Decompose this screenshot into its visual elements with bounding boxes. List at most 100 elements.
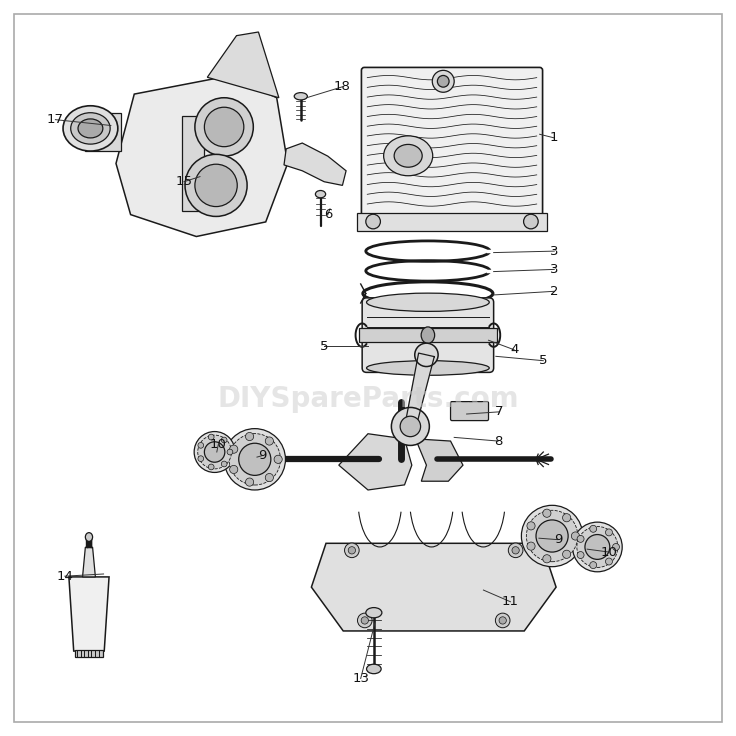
Polygon shape [82,548,96,577]
Circle shape [562,551,570,559]
Ellipse shape [63,106,118,151]
Text: 3: 3 [550,263,559,276]
Ellipse shape [367,664,381,673]
Circle shape [542,555,551,563]
Circle shape [205,442,224,462]
FancyBboxPatch shape [361,68,542,216]
Bar [75,650,103,657]
Text: 9: 9 [258,449,266,462]
Circle shape [238,443,271,475]
Circle shape [227,449,233,455]
Text: 2: 2 [550,285,559,298]
Circle shape [590,526,597,532]
Circle shape [274,455,282,464]
Circle shape [348,547,355,554]
Polygon shape [339,434,412,490]
Circle shape [400,417,420,436]
Circle shape [366,214,381,229]
Circle shape [577,535,584,542]
Circle shape [527,542,535,551]
Ellipse shape [366,608,382,618]
Circle shape [194,431,235,473]
Ellipse shape [294,93,308,100]
Circle shape [585,534,610,559]
Circle shape [612,543,620,551]
Ellipse shape [367,361,489,375]
Circle shape [542,509,551,517]
Circle shape [521,506,583,567]
Circle shape [198,456,204,461]
Ellipse shape [421,327,435,344]
FancyBboxPatch shape [362,298,494,372]
Circle shape [526,510,578,562]
Circle shape [358,613,372,628]
Circle shape [577,526,618,567]
Text: 7: 7 [495,406,503,418]
Polygon shape [357,213,547,231]
FancyBboxPatch shape [450,402,489,420]
Ellipse shape [432,71,454,92]
Polygon shape [405,353,434,428]
Text: 10: 10 [210,438,227,451]
Bar [359,328,497,342]
Text: 18: 18 [334,80,351,93]
Ellipse shape [394,144,422,167]
Text: 15: 15 [175,175,192,188]
Ellipse shape [195,98,253,156]
Circle shape [344,543,359,558]
Circle shape [577,551,584,559]
Text: 17: 17 [47,113,64,126]
Text: 5: 5 [320,339,328,353]
Bar [182,116,204,211]
Ellipse shape [71,113,110,144]
Circle shape [224,428,286,490]
Ellipse shape [367,293,489,311]
Circle shape [606,529,612,536]
Text: 14: 14 [57,570,74,583]
Ellipse shape [383,136,433,176]
Circle shape [509,543,523,558]
Ellipse shape [78,119,103,138]
Circle shape [562,514,570,522]
Text: 10: 10 [601,545,618,559]
Text: 6: 6 [324,208,332,221]
Ellipse shape [85,533,93,542]
Polygon shape [208,32,279,98]
Text: 5: 5 [539,354,548,367]
Polygon shape [311,543,556,631]
Text: 8: 8 [494,434,502,447]
Ellipse shape [205,107,244,146]
Polygon shape [416,439,463,481]
Text: 4: 4 [510,343,518,356]
Bar [85,113,121,151]
Circle shape [512,547,520,554]
Circle shape [527,522,535,530]
Circle shape [573,522,622,572]
Circle shape [208,434,214,440]
Circle shape [536,520,568,552]
Circle shape [208,464,214,470]
Ellipse shape [185,155,247,216]
Circle shape [590,562,597,569]
Circle shape [523,214,538,229]
Circle shape [198,442,204,448]
Text: 9: 9 [553,533,562,546]
Circle shape [415,343,438,367]
Circle shape [230,465,238,473]
Circle shape [361,617,369,624]
Ellipse shape [195,164,237,207]
Text: DIYSpareParts.com: DIYSpareParts.com [217,385,519,413]
Polygon shape [69,577,109,651]
Circle shape [230,445,238,453]
Text: 11: 11 [502,595,519,608]
Circle shape [392,408,429,445]
Polygon shape [116,76,288,236]
Text: 3: 3 [550,244,559,258]
Circle shape [198,435,232,469]
Circle shape [222,437,227,443]
Ellipse shape [437,76,449,87]
Circle shape [265,437,274,445]
Circle shape [499,617,506,624]
Circle shape [246,433,254,441]
Ellipse shape [316,191,325,198]
